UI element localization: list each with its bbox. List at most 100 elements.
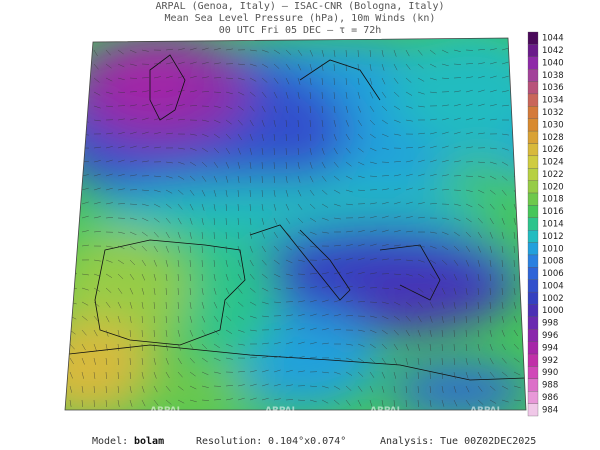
wind-barb	[81, 315, 88, 321]
wind-barb	[261, 397, 269, 401]
wind-barb	[465, 175, 473, 177]
wind-barb	[273, 231, 278, 239]
wind-barb	[129, 259, 136, 266]
wind-barb	[249, 147, 252, 155]
wind-barb	[225, 161, 230, 169]
colorbar-label: 992	[542, 356, 558, 366]
wind-barb	[273, 355, 281, 359]
wind-barb	[117, 385, 120, 393]
wind-barb	[345, 91, 348, 99]
colorbar-cell	[527, 230, 539, 243]
wind-barb	[381, 287, 389, 289]
wind-barb	[273, 133, 276, 141]
wind-barb	[345, 203, 353, 206]
wind-barb	[213, 119, 221, 124]
wind-barb	[453, 399, 458, 407]
wind-barb	[225, 203, 227, 211]
wind-barb	[249, 356, 257, 359]
wind-barb	[189, 147, 197, 151]
wind-barb	[273, 203, 277, 211]
wind-barb	[93, 385, 95, 393]
wind-barb	[69, 188, 77, 191]
wind-barb	[105, 287, 112, 293]
wind-barb	[417, 216, 425, 219]
wind-barb	[345, 314, 353, 317]
wind-barb	[189, 217, 193, 225]
wind-barb	[93, 119, 101, 122]
wind-barb	[153, 287, 156, 295]
wind-barb	[309, 105, 311, 113]
wind-barb	[297, 327, 305, 331]
wind-barb	[141, 385, 145, 393]
wind-barb	[453, 217, 461, 221]
wind-barb	[441, 77, 449, 79]
wind-barb	[153, 63, 161, 65]
wind-barb	[69, 77, 74, 85]
wind-barb	[429, 118, 437, 121]
wind-barb	[357, 243, 365, 247]
wind-barb	[165, 357, 169, 365]
wind-barb	[513, 61, 521, 65]
wind-barb	[237, 329, 245, 333]
wind-barb	[261, 105, 266, 113]
wind-barb	[441, 159, 449, 163]
wind-barb	[489, 231, 493, 239]
wind-barb	[189, 259, 191, 267]
wind-barb	[405, 173, 413, 177]
wind-barb	[141, 90, 149, 93]
wind-barb	[369, 287, 377, 289]
wind-barb	[165, 189, 173, 194]
wind-barb	[165, 245, 169, 253]
wind-barb	[429, 273, 436, 279]
wind-barb	[453, 287, 457, 295]
wind-barb	[153, 76, 161, 79]
wind-barb	[513, 315, 517, 323]
wind-barb	[93, 371, 96, 379]
wind-barb	[117, 63, 125, 68]
wind-barb	[333, 119, 336, 127]
wind-barb	[213, 91, 221, 93]
colorbar-label: 1018	[542, 195, 564, 205]
colorbar-label: 1032	[542, 108, 564, 118]
wind-barb	[285, 133, 287, 141]
footer-label: Model:	[92, 436, 128, 447]
wind-barb	[93, 273, 101, 277]
wind-barb	[237, 301, 244, 307]
wind-barb	[81, 187, 89, 191]
wind-barb	[117, 188, 125, 191]
wind-barb	[153, 217, 160, 223]
colorbar-label: 998	[542, 319, 558, 329]
wind-barb	[273, 161, 275, 169]
wind-barb	[489, 118, 497, 121]
wind-barb	[381, 357, 387, 364]
wind-barb	[189, 189, 195, 196]
wind-barb	[165, 231, 170, 239]
wind-barb	[441, 217, 449, 220]
wind-barb	[501, 357, 507, 364]
wind-barb	[261, 203, 264, 211]
wind-barb	[297, 300, 305, 303]
wind-barb	[441, 49, 449, 54]
wind-barb	[117, 145, 125, 149]
wind-barb	[249, 273, 255, 280]
wind-barb	[225, 217, 227, 225]
wind-barb	[141, 103, 149, 107]
wind-barb	[405, 63, 411, 70]
wind-barb	[69, 119, 77, 124]
wind-barb	[357, 147, 364, 153]
wind-barb	[309, 356, 317, 359]
wind-barb	[357, 49, 359, 57]
wind-barb	[237, 273, 242, 281]
wind-barb	[177, 399, 185, 404]
wind-barb	[297, 231, 304, 237]
wind-barb	[489, 301, 491, 309]
wind-barb	[285, 63, 291, 70]
wind-barb	[237, 175, 240, 183]
wind-barb	[501, 231, 504, 239]
colorbar-cell	[527, 217, 539, 231]
wind-barb	[129, 385, 132, 393]
colorbar-cell	[527, 242, 539, 256]
wind-barb	[213, 161, 219, 168]
